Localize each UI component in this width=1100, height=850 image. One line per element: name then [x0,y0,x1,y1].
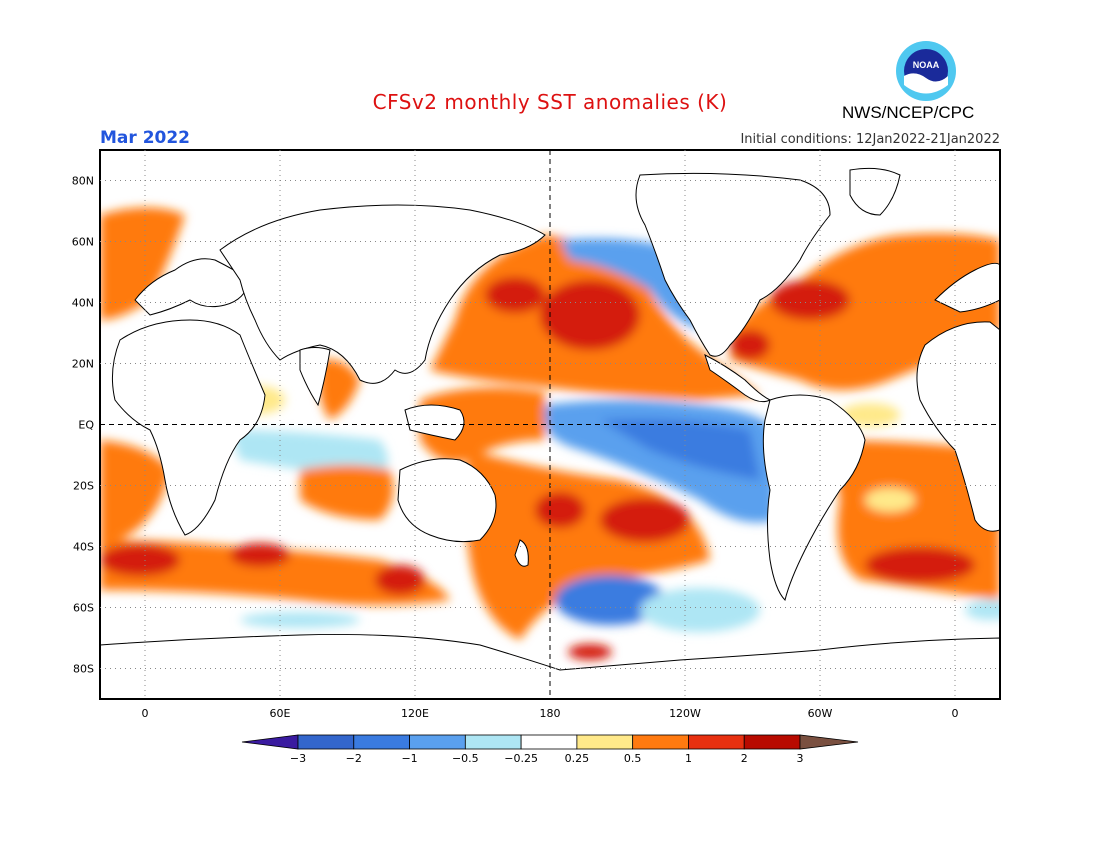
latitude-tick-label: 60S [73,602,94,615]
noaa-logo: NOAA [896,41,956,101]
colorbar-swatch [576,734,634,750]
greenland [849,167,901,216]
map-title: CFSv2 monthly SST anomalies (K) [372,90,728,114]
warm-region [100,540,450,605]
longitude-tick-label: 120E [401,707,429,720]
latitude-tick-label: 80S [73,663,94,676]
logo-text: NOAA [913,60,940,70]
latitude-tick-label: 60N [72,236,94,249]
latitude-tick-label: 40S [73,541,94,554]
colorbar-label: −2 [346,752,362,765]
month-label: Mar 2022 [100,128,191,148]
warm-core [375,565,425,595]
colorbar-label: 0.25 [565,752,590,765]
latitude-tick-label: 40N [72,297,94,310]
colorbar-swatch [353,734,410,750]
africa-wrap [916,321,1000,532]
warm-core [230,543,290,567]
colorbar-label: 0.5 [624,752,642,765]
maritime-continent [404,404,465,441]
colorbar-swatch [520,734,578,750]
colorbar: −3 −2 −1 −0.5 −0.25 0.25 0.5 1 2 3 [241,734,859,765]
warm-core [485,277,545,313]
europe-wrap [934,262,1000,313]
cold-region [600,418,760,480]
latitude-labels: 80N 60N 40N 20N EQ 20S 40S 60S 80S [72,175,95,676]
warm-core [730,330,770,360]
warm-core [100,544,180,576]
africa [111,319,266,536]
colorbar-label: −1 [401,752,417,765]
latitude-tick-label: 20N [72,358,94,371]
longitude-tick-label: 180 [540,707,561,720]
colorbar-label: 2 [741,752,748,765]
mild-cold [240,612,360,628]
longitude-tick-label: 0 [952,707,959,720]
longitude-labels: 0 60E 120E 180 120W 60W 0 [142,707,959,720]
initial-conditions: Initial conditions: 12Jan2022-21Jan2022 [740,132,1000,147]
australia [397,458,497,543]
warm-region [318,359,360,420]
cold-region [555,575,665,625]
latitude-tick-label: EQ [78,419,94,432]
colorbar-label: −3 [290,752,306,765]
warm-core [535,492,585,528]
colorbar-swatch [632,734,689,750]
warm-region [465,450,710,640]
colorbar-high-extend [799,734,859,750]
colorbar-swatch [464,734,522,750]
colorbar-swatch [409,734,466,750]
latitude-tick-label: 20S [73,480,94,493]
warm-region [100,207,185,320]
colorbar-label: 1 [685,752,692,765]
colorbar-low-extend [241,734,299,750]
india [299,347,331,407]
agency-label: NWS/NCEP/CPC [842,103,975,122]
colorbar-label: −0.25 [504,752,538,765]
latitude-tick-label: 80N [72,175,94,188]
longitude-tick-label: 120W [669,707,701,720]
south-america [762,394,866,601]
mild-cold [965,600,1000,620]
colorbar-label: 3 [797,752,804,765]
colorbar-swatch [743,734,801,750]
colorbar-swatch [297,734,355,750]
longitude-tick-label: 60W [808,707,833,720]
warm-core [600,498,690,542]
warm-region [100,440,170,540]
gridlines [100,150,1000,699]
warm-core [865,547,975,583]
longitude-tick-label: 60E [270,707,291,720]
new-zealand [514,539,529,567]
warm-core [568,644,612,660]
mild-warm [865,488,915,512]
cold-region [640,588,760,632]
colorbar-swatch [688,734,745,750]
colorbar-label: −0.5 [452,752,479,765]
longitude-tick-label: 0 [142,707,149,720]
warm-core [540,280,640,350]
warm-core [770,280,850,320]
warm-region [300,465,394,520]
